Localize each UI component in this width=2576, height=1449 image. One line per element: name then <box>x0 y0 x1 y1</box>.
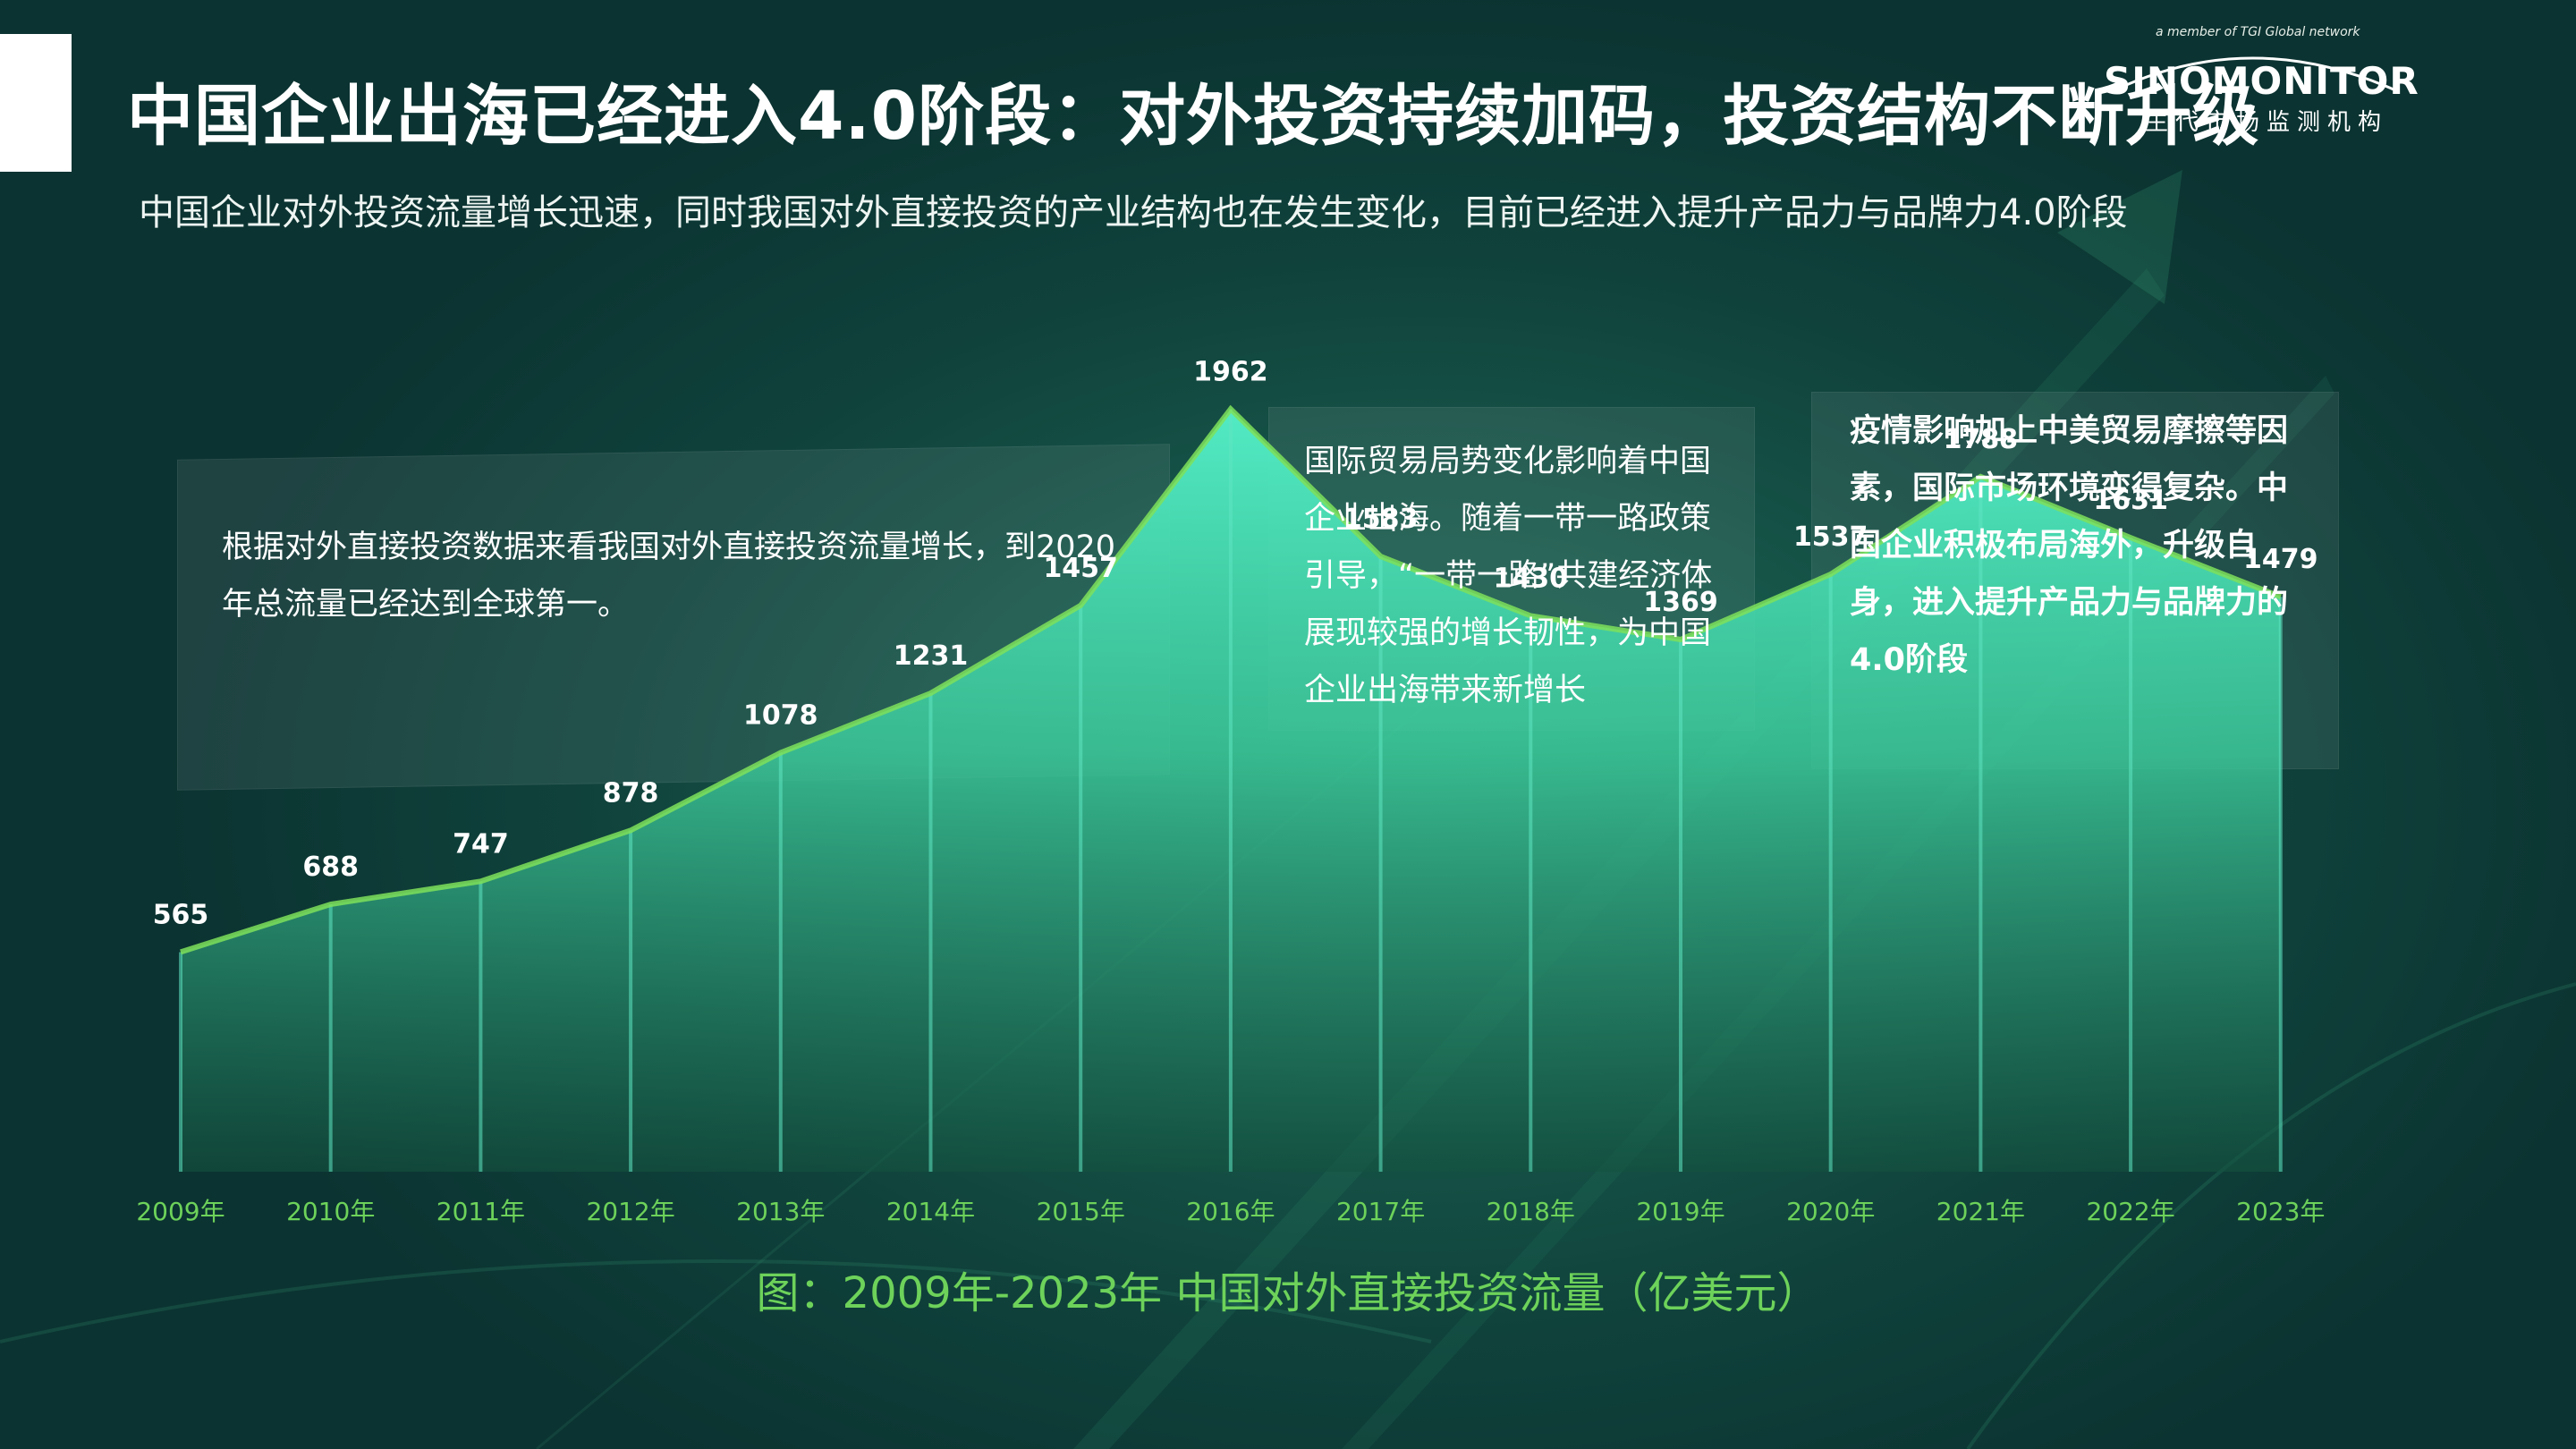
page-title: 中国企业出海已经进入4.0阶段：对外投资持续加码，投资结构不断升级 <box>127 78 2260 155</box>
value-label-11: 1537 <box>1793 521 1868 553</box>
x-tick-label-2: 2011年 <box>436 1197 525 1226</box>
value-label-10: 1369 <box>1643 587 1718 618</box>
x-tick-label-12: 2021年 <box>1936 1197 2025 1226</box>
value-label-3: 878 <box>603 777 659 809</box>
x-tick-label-7: 2016年 <box>1186 1197 1275 1226</box>
value-label-12: 1788 <box>1944 424 2019 455</box>
x-tick-label-11: 2020年 <box>1786 1197 1875 1226</box>
value-label-9: 1430 <box>1494 564 1569 595</box>
x-tick-label-3: 2012年 <box>586 1197 674 1226</box>
logo-tagline: a member of TGI Global network <box>2156 25 2360 39</box>
x-tick-label-8: 2017年 <box>1336 1197 1425 1226</box>
x-tick-label-5: 2014年 <box>886 1197 975 1226</box>
logo-chinese-name: 生代市场监测机构 <box>2145 109 2389 136</box>
annotation-text-2: 国际贸易局势变化影响着中国企业出海。随着一带一路政策引导，“一带一路”共建经济体… <box>1304 444 1713 708</box>
annotation-text-3: 疫情影响加上中美贸易摩擦等因素，国际市场环境变得复杂。中国企业积极布局海外，升级… <box>1850 413 2289 678</box>
series-line <box>180 404 2282 955</box>
value-label-7: 1962 <box>1193 356 1268 387</box>
x-tick-label-13: 2022年 <box>2086 1197 2174 1226</box>
page-subtitle: 中国企业对外投资流量增长迅速，同时我国对外直接投资的产业结构也在发生变化，目前已… <box>139 192 2128 233</box>
x-tick-label-0: 2009年 <box>136 1197 225 1226</box>
x-tick-label-1: 2010年 <box>286 1197 375 1226</box>
value-label-2: 747 <box>453 828 509 860</box>
x-tick-label-10: 2019年 <box>1636 1197 1724 1226</box>
x-tick-label-9: 2018年 <box>1487 1197 1575 1226</box>
value-label-6: 1457 <box>1043 553 1118 584</box>
value-label-5: 1231 <box>894 640 969 672</box>
x-tick-label-4: 2013年 <box>736 1197 825 1226</box>
value-label-4: 1078 <box>743 699 818 731</box>
annotation-text-1: 根据对外直接投资数据来看我国对外直接投资流量增长，到2020年总流量已经达到全球… <box>222 530 1116 623</box>
title-accent-bar <box>0 34 72 172</box>
logo-arc-icon <box>2115 56 2394 91</box>
value-label-0: 565 <box>153 899 209 930</box>
value-label-8: 1583 <box>1343 504 1419 535</box>
value-label-14: 1479 <box>2243 544 2318 575</box>
value-label-1: 688 <box>302 852 359 883</box>
logo-wordmark: SINOMONITOR <box>2104 59 2419 103</box>
value-label-13: 1631 <box>2093 485 2168 516</box>
x-tick-label-14: 2023年 <box>2236 1197 2325 1226</box>
chart-caption: 图：2009年-2023年 中国对外直接投资流量（亿美元） <box>756 1268 1820 1318</box>
x-tick-label-6: 2015年 <box>1037 1197 1125 1226</box>
